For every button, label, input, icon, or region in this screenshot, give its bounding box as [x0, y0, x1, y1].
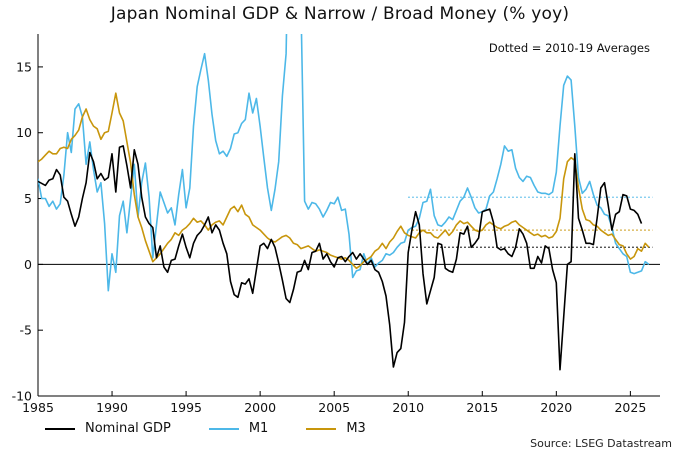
chart-title: Japan Nominal GDP & Narrow / Broad Money… [110, 4, 570, 24]
legend-item-nominal-gdp: Nominal GDP [45, 421, 171, 436]
y-tick-label: 5 [24, 191, 32, 206]
legend-swatch-m3 [306, 427, 337, 430]
series-line-nominal-gdp [38, 145, 643, 371]
legend-swatch-m1 [208, 427, 239, 430]
x-tick-label: 2005 [318, 400, 350, 415]
axes: -10 -5 0 5 10 15 1985 1990 1995 2000 2005 2010 2015 2… [12, 34, 660, 415]
series-line-m1 [38, 34, 650, 292]
y-tick-label: 10 [16, 125, 32, 140]
legend-item-m3: M3 [306, 421, 366, 436]
legend: Nominal GDP M1 M3 [45, 421, 404, 436]
y-tick-label: -10 [12, 389, 32, 404]
x-tick-label: 2000 [244, 400, 276, 415]
x-tick-label: 2010 [392, 400, 424, 415]
legend-swatch-nominal-gdp [45, 427, 75, 430]
x-tick-label: 2020 [540, 400, 572, 415]
average-lines [408, 196, 653, 248]
x-tick-label: 1995 [170, 400, 202, 415]
legend-item-m1: M1 [208, 421, 269, 436]
x-tick-label: 2025 [614, 400, 646, 415]
annotation-text: Dotted = 2010-19 Averages [489, 41, 650, 55]
source-note: Source: LSEG Datastream [530, 437, 672, 450]
legend-label-nominal-gdp: Nominal GDP [85, 421, 171, 436]
y-tick-label: -5 [20, 323, 32, 338]
series-lines [38, 34, 650, 371]
legend-label-m1: M1 [248, 421, 269, 436]
x-tick-label: 1985 [22, 400, 54, 415]
y-tick-label: 0 [24, 257, 32, 272]
legend-label-m3: M3 [346, 421, 366, 436]
x-tick-label: 1990 [96, 400, 128, 415]
y-tick-label: 15 [16, 59, 32, 74]
x-tick-label: 2015 [466, 400, 498, 415]
